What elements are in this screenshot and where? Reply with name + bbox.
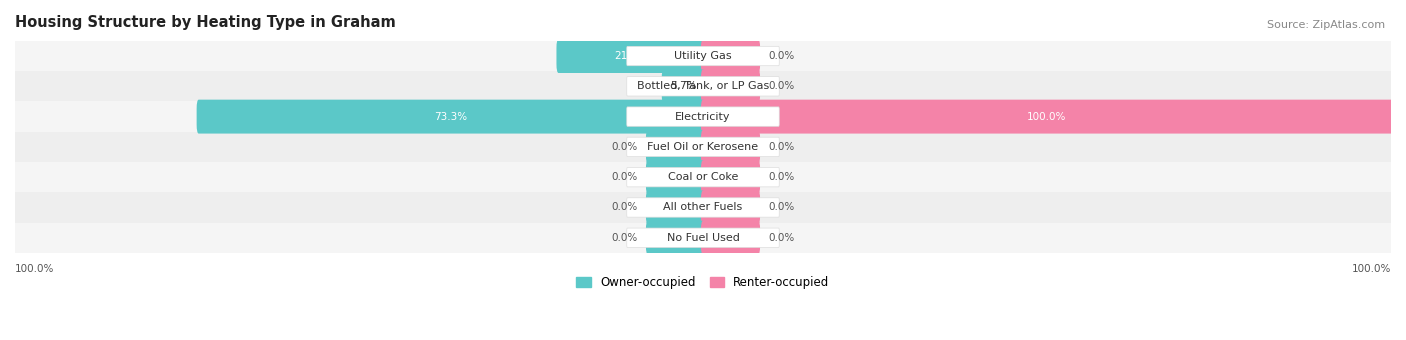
Bar bbox=[15, 71, 1391, 101]
Text: 100.0%: 100.0% bbox=[1351, 264, 1391, 273]
Text: 21.0%: 21.0% bbox=[614, 51, 647, 61]
Text: 73.3%: 73.3% bbox=[434, 112, 467, 122]
Text: All other Fuels: All other Fuels bbox=[664, 203, 742, 212]
Bar bbox=[15, 192, 1391, 223]
Text: 0.0%: 0.0% bbox=[612, 233, 638, 243]
Bar bbox=[15, 41, 1391, 71]
Text: Electricity: Electricity bbox=[675, 112, 731, 122]
Text: 0.0%: 0.0% bbox=[768, 233, 794, 243]
FancyBboxPatch shape bbox=[645, 221, 704, 255]
Text: Source: ZipAtlas.com: Source: ZipAtlas.com bbox=[1267, 20, 1385, 30]
Text: 5.7%: 5.7% bbox=[671, 81, 696, 91]
Text: Fuel Oil or Kerosene: Fuel Oil or Kerosene bbox=[647, 142, 759, 152]
Text: 0.0%: 0.0% bbox=[768, 203, 794, 212]
FancyBboxPatch shape bbox=[197, 100, 704, 134]
FancyBboxPatch shape bbox=[627, 46, 779, 66]
FancyBboxPatch shape bbox=[627, 228, 779, 248]
FancyBboxPatch shape bbox=[557, 39, 704, 73]
Text: 0.0%: 0.0% bbox=[768, 172, 794, 182]
Text: 0.0%: 0.0% bbox=[612, 142, 638, 152]
Text: 0.0%: 0.0% bbox=[612, 203, 638, 212]
FancyBboxPatch shape bbox=[702, 221, 761, 255]
FancyBboxPatch shape bbox=[627, 76, 779, 96]
Bar bbox=[15, 162, 1391, 192]
Bar bbox=[15, 132, 1391, 162]
FancyBboxPatch shape bbox=[702, 160, 761, 194]
Text: Bottled, Tank, or LP Gas: Bottled, Tank, or LP Gas bbox=[637, 81, 769, 91]
FancyBboxPatch shape bbox=[702, 100, 1393, 134]
FancyBboxPatch shape bbox=[702, 69, 761, 103]
Text: No Fuel Used: No Fuel Used bbox=[666, 233, 740, 243]
FancyBboxPatch shape bbox=[627, 137, 779, 157]
FancyBboxPatch shape bbox=[645, 160, 704, 194]
FancyBboxPatch shape bbox=[662, 69, 704, 103]
Text: 0.0%: 0.0% bbox=[612, 172, 638, 182]
Text: Utility Gas: Utility Gas bbox=[675, 51, 731, 61]
FancyBboxPatch shape bbox=[702, 190, 761, 224]
Bar bbox=[15, 223, 1391, 253]
Legend: Owner-occupied, Renter-occupied: Owner-occupied, Renter-occupied bbox=[572, 271, 834, 294]
Text: Coal or Coke: Coal or Coke bbox=[668, 172, 738, 182]
FancyBboxPatch shape bbox=[627, 168, 779, 187]
Text: 0.0%: 0.0% bbox=[768, 81, 794, 91]
Text: 100.0%: 100.0% bbox=[1028, 112, 1067, 122]
Bar bbox=[15, 101, 1391, 132]
Text: Housing Structure by Heating Type in Graham: Housing Structure by Heating Type in Gra… bbox=[15, 15, 395, 30]
FancyBboxPatch shape bbox=[702, 39, 761, 73]
FancyBboxPatch shape bbox=[702, 130, 761, 164]
FancyBboxPatch shape bbox=[645, 190, 704, 224]
Text: 0.0%: 0.0% bbox=[768, 51, 794, 61]
FancyBboxPatch shape bbox=[645, 130, 704, 164]
Text: 0.0%: 0.0% bbox=[768, 142, 794, 152]
Text: 100.0%: 100.0% bbox=[15, 264, 55, 273]
FancyBboxPatch shape bbox=[627, 198, 779, 217]
FancyBboxPatch shape bbox=[627, 107, 779, 126]
